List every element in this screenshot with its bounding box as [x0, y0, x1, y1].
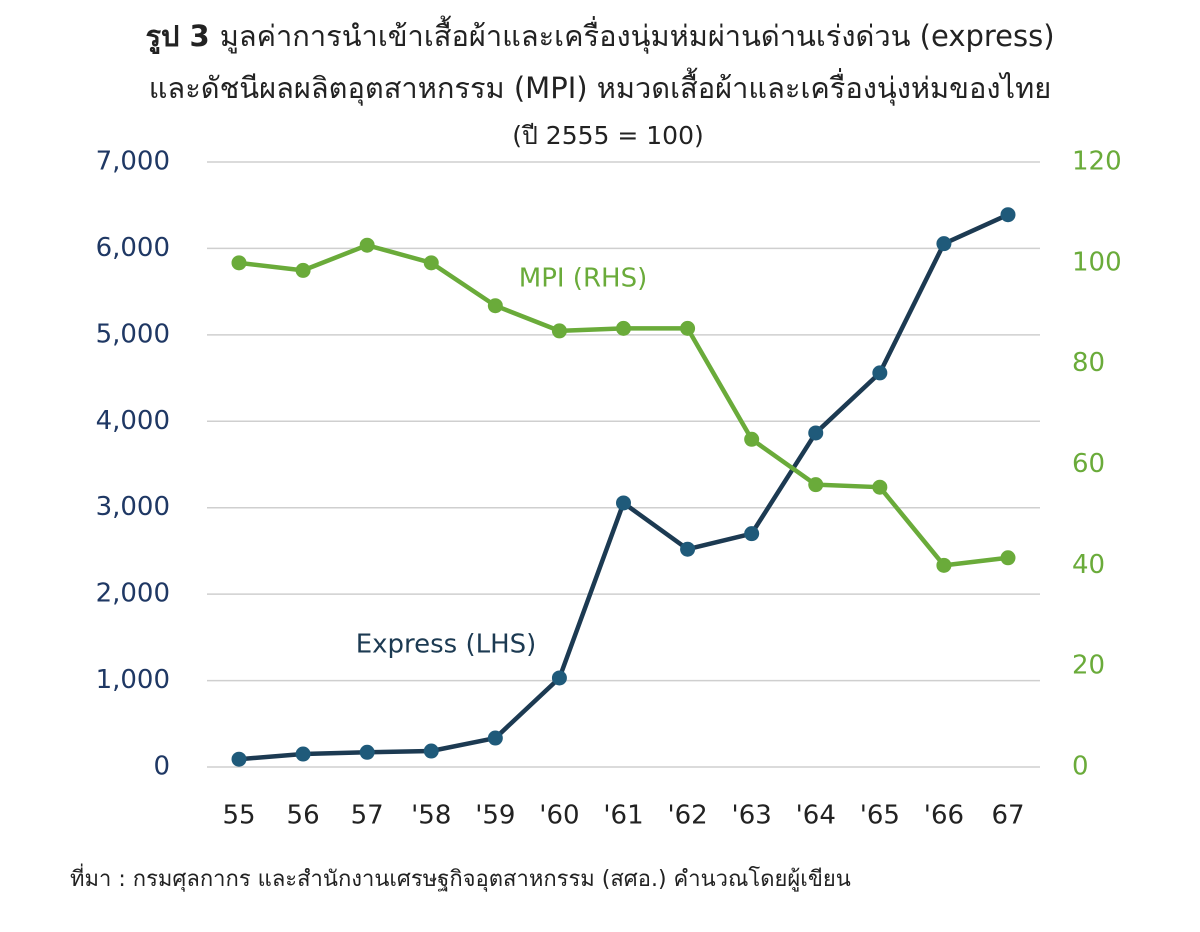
y2-tick-label: 0	[1072, 752, 1089, 782]
data-point	[936, 236, 952, 252]
series-label: MPI (RHS)	[519, 264, 647, 294]
x-tick-label: '59	[475, 801, 515, 831]
y-tick-label: 5,000	[96, 319, 170, 349]
y-tick-label: 4,000	[96, 406, 170, 436]
y2-tick-label: 80	[1072, 348, 1105, 378]
x-tick-label: '61	[603, 801, 643, 831]
x-tick-label: 55	[222, 801, 255, 831]
y-tick-label: 1,000	[96, 665, 170, 695]
x-tick-label: '64	[796, 801, 836, 831]
data-point	[551, 323, 567, 339]
x-tick-label: '60	[539, 801, 579, 831]
figure-label: รูป 3	[145, 19, 209, 54]
chart-subtitle: (ปี 2555 = 100)	[512, 121, 704, 150]
data-point	[872, 479, 888, 495]
data-point	[808, 425, 824, 441]
series-label: Express (LHS)	[356, 630, 537, 660]
y2-tick-label: 20	[1072, 651, 1105, 681]
data-point	[231, 255, 247, 271]
chart-title: และดัชนีผลผลิตอุตสาหกรรม (MPI) หมวดเสื้อ…	[149, 67, 1052, 106]
data-point	[808, 477, 824, 493]
data-point	[423, 255, 439, 271]
x-tick-label: '58	[411, 801, 451, 831]
data-point	[359, 237, 375, 253]
y-tick-label: 0	[153, 752, 170, 782]
chart-title: รูป 3 มูลค่าการนำเข้าเสื้อผ้าและเครื่องนุ…	[145, 15, 1054, 54]
data-point	[1000, 550, 1016, 566]
data-point	[423, 743, 439, 759]
data-point	[359, 744, 375, 760]
data-point	[551, 670, 567, 686]
source-note: ที่มา : กรมศุลกากร และสำนักงานเศรษฐกิจอุ…	[70, 863, 851, 892]
data-point	[1000, 207, 1016, 223]
data-point	[744, 431, 760, 447]
y-tick-label: 3,000	[96, 492, 170, 522]
y2-tick-label: 100	[1072, 247, 1122, 277]
series-line	[238, 212, 1009, 762]
y-tick-label: 2,000	[96, 579, 170, 609]
title-line: มูลค่าการนำเข้าเสื้อผ้าและเครื่องนุ่มห่ม…	[220, 15, 1055, 54]
data-point	[680, 541, 696, 557]
y2-tick-label: 40	[1072, 550, 1105, 580]
x-tick-label: 57	[351, 801, 384, 831]
data-point	[936, 557, 952, 573]
y-tick-label: 6,000	[96, 233, 170, 263]
y2-tick-label: 120	[1072, 147, 1122, 177]
data-point	[295, 746, 311, 762]
data-point	[680, 320, 696, 336]
x-tick-label: '65	[860, 801, 900, 831]
data-point	[616, 495, 631, 511]
x-tick-label: '66	[924, 801, 964, 831]
x-tick-label: 67	[991, 801, 1024, 831]
data-point	[616, 320, 631, 336]
data-point	[231, 751, 247, 767]
data-point	[487, 730, 503, 746]
x-tick-label: '62	[667, 801, 707, 831]
data-point	[872, 365, 888, 381]
x-tick-label: '63	[732, 801, 772, 831]
x-tick-label: 56	[287, 801, 320, 831]
data-point	[295, 262, 311, 278]
data-point	[744, 526, 760, 542]
data-point	[487, 298, 503, 314]
y2-tick-label: 60	[1072, 449, 1105, 479]
y-tick-label: 7,000	[96, 147, 170, 177]
